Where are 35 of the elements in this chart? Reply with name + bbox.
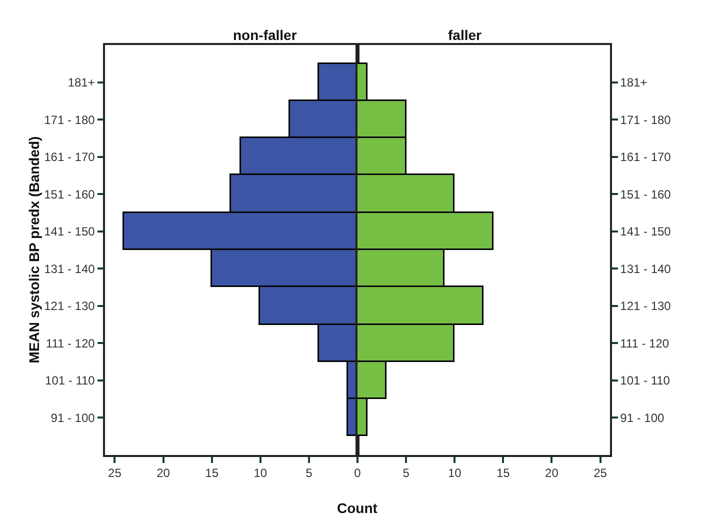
y-tick-label: 91 - 100 <box>620 410 665 425</box>
x-tick-label: 25 <box>594 466 608 480</box>
y-tick-label: 141 - 150 <box>620 224 672 239</box>
x-tick-label: 5 <box>402 466 410 480</box>
y-tick-label: 181+ <box>620 75 648 90</box>
y-tick-label: 131 - 140 <box>44 262 96 276</box>
chart-title: faller <box>448 27 482 43</box>
y-tick-label: 101 - 110 <box>620 374 670 388</box>
x-tick-label: 10 <box>448 466 462 480</box>
x-tick-label: 25 <box>108 466 122 480</box>
y-tick-label: 151 - 160 <box>44 187 96 202</box>
y-tick-label: 101 - 110 <box>45 374 96 388</box>
y-tick-label: 161 - 170 <box>620 150 672 164</box>
y-tick-label: 161 - 170 <box>44 150 96 164</box>
y-tick-label: 121 - 130 <box>44 299 96 314</box>
x-tick-label: 20 <box>545 466 559 480</box>
x-tick-label: 0 <box>354 466 362 480</box>
x-tick-label: 5 <box>306 466 313 480</box>
y-tick-label: 171 - 180 <box>44 112 96 127</box>
y-tick-label: 121 - 130 <box>620 299 672 314</box>
y-tick-label: 181+ <box>68 75 95 90</box>
chart-title: non-faller <box>233 27 298 43</box>
x-tick-label: 20 <box>156 466 170 480</box>
y-tick-label: 151 - 160 <box>620 187 672 202</box>
x-axis-title: Count <box>337 500 378 516</box>
x-tick-label: 15 <box>496 466 510 480</box>
y-tick-label: 171 - 180 <box>620 112 672 127</box>
y-tick-label: 141 - 150 <box>44 224 96 239</box>
y-tick-label: 111 - 120 <box>620 336 670 350</box>
x-tick-label: 10 <box>254 466 268 480</box>
y-tick-label: 111 - 120 <box>46 336 96 350</box>
y-tick-label: 91 - 100 <box>50 410 96 425</box>
y-axis-title: MEAN systolic BP predx (Banded) <box>26 136 42 364</box>
x-tick-label: 15 <box>205 466 219 480</box>
y-tick-label: 131 - 140 <box>620 262 672 276</box>
